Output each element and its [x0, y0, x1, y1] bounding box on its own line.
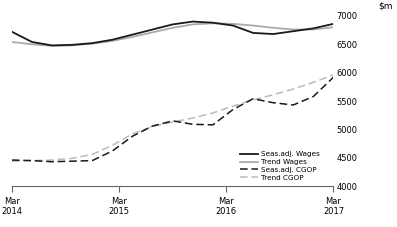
Seas.adj. CGOP — [291, 104, 296, 106]
Trend Wages — [170, 26, 175, 29]
Trend Wages — [150, 31, 155, 34]
Seas.adj. CGOP — [70, 160, 75, 163]
Seas.adj. CGOP — [251, 97, 255, 100]
Trend CGOP — [210, 111, 215, 114]
Trend CGOP — [130, 133, 135, 135]
Trend Wages — [70, 44, 75, 47]
Seas.adj. Wages — [70, 44, 75, 46]
Seas.adj. CGOP — [331, 76, 336, 79]
Seas.adj. Wages — [210, 21, 215, 24]
Seas.adj. Wages — [231, 24, 235, 27]
Text: $m: $m — [378, 1, 392, 10]
Seas.adj. CGOP — [231, 108, 235, 111]
Trend Wages — [271, 26, 276, 29]
Trend CGOP — [311, 81, 316, 84]
Seas.adj. Wages — [191, 20, 195, 23]
Trend Wages — [231, 22, 235, 25]
Trend CGOP — [10, 160, 14, 163]
Trend Wages — [10, 41, 14, 43]
Trend Wages — [50, 44, 54, 47]
Seas.adj. Wages — [291, 30, 296, 33]
Trend CGOP — [70, 157, 75, 160]
Seas.adj. Wages — [30, 41, 35, 43]
Trend Wages — [331, 26, 336, 29]
Seas.adj. CGOP — [311, 95, 316, 98]
Trend CGOP — [110, 144, 115, 147]
Seas.adj. Wages — [130, 33, 135, 36]
Trend Wages — [210, 22, 215, 25]
Trend Wages — [251, 24, 255, 27]
Seas.adj. Wages — [251, 32, 255, 34]
Seas.adj. Wages — [90, 42, 94, 44]
Trend Wages — [291, 28, 296, 31]
Trend CGOP — [191, 117, 195, 119]
Seas.adj. Wages — [170, 23, 175, 26]
Line: Seas.adj. Wages: Seas.adj. Wages — [12, 22, 333, 45]
Trend Wages — [110, 39, 115, 42]
Seas.adj. CGOP — [90, 159, 94, 162]
Trend CGOP — [90, 153, 94, 156]
Trend CGOP — [30, 159, 35, 162]
Trend CGOP — [331, 74, 336, 76]
Trend Wages — [311, 28, 316, 31]
Seas.adj. CGOP — [110, 150, 115, 152]
Seas.adj. Wages — [50, 44, 54, 47]
Trend CGOP — [150, 125, 155, 128]
Seas.adj. CGOP — [10, 159, 14, 161]
Trend CGOP — [251, 99, 255, 101]
Seas.adj. CGOP — [130, 135, 135, 138]
Line: Seas.adj. CGOP: Seas.adj. CGOP — [12, 77, 333, 162]
Seas.adj. Wages — [331, 22, 336, 25]
Trend Wages — [191, 23, 195, 26]
Seas.adj. CGOP — [170, 119, 175, 122]
Trend CGOP — [271, 94, 276, 96]
Line: Trend Wages: Trend Wages — [12, 23, 333, 46]
Seas.adj. Wages — [110, 38, 115, 41]
Trend CGOP — [50, 159, 54, 161]
Seas.adj. Wages — [311, 27, 316, 30]
Legend: Seas.adj. Wages, Trend Wages, Seas.adj. CGOP, Trend CGOP: Seas.adj. Wages, Trend Wages, Seas.adj. … — [240, 151, 320, 181]
Seas.adj. CGOP — [30, 159, 35, 162]
Seas.adj. Wages — [271, 33, 276, 35]
Seas.adj. Wages — [150, 28, 155, 31]
Seas.adj. Wages — [10, 30, 14, 33]
Line: Trend CGOP: Trend CGOP — [12, 75, 333, 161]
Trend Wages — [30, 43, 35, 46]
Seas.adj. CGOP — [271, 101, 276, 104]
Seas.adj. CGOP — [191, 123, 195, 126]
Seas.adj. CGOP — [210, 123, 215, 126]
Trend CGOP — [291, 88, 296, 91]
Seas.adj. CGOP — [50, 160, 54, 163]
Trend CGOP — [231, 105, 235, 107]
Trend Wages — [90, 42, 94, 45]
Trend Wages — [130, 36, 135, 38]
Seas.adj. CGOP — [150, 125, 155, 127]
Trend CGOP — [170, 121, 175, 123]
